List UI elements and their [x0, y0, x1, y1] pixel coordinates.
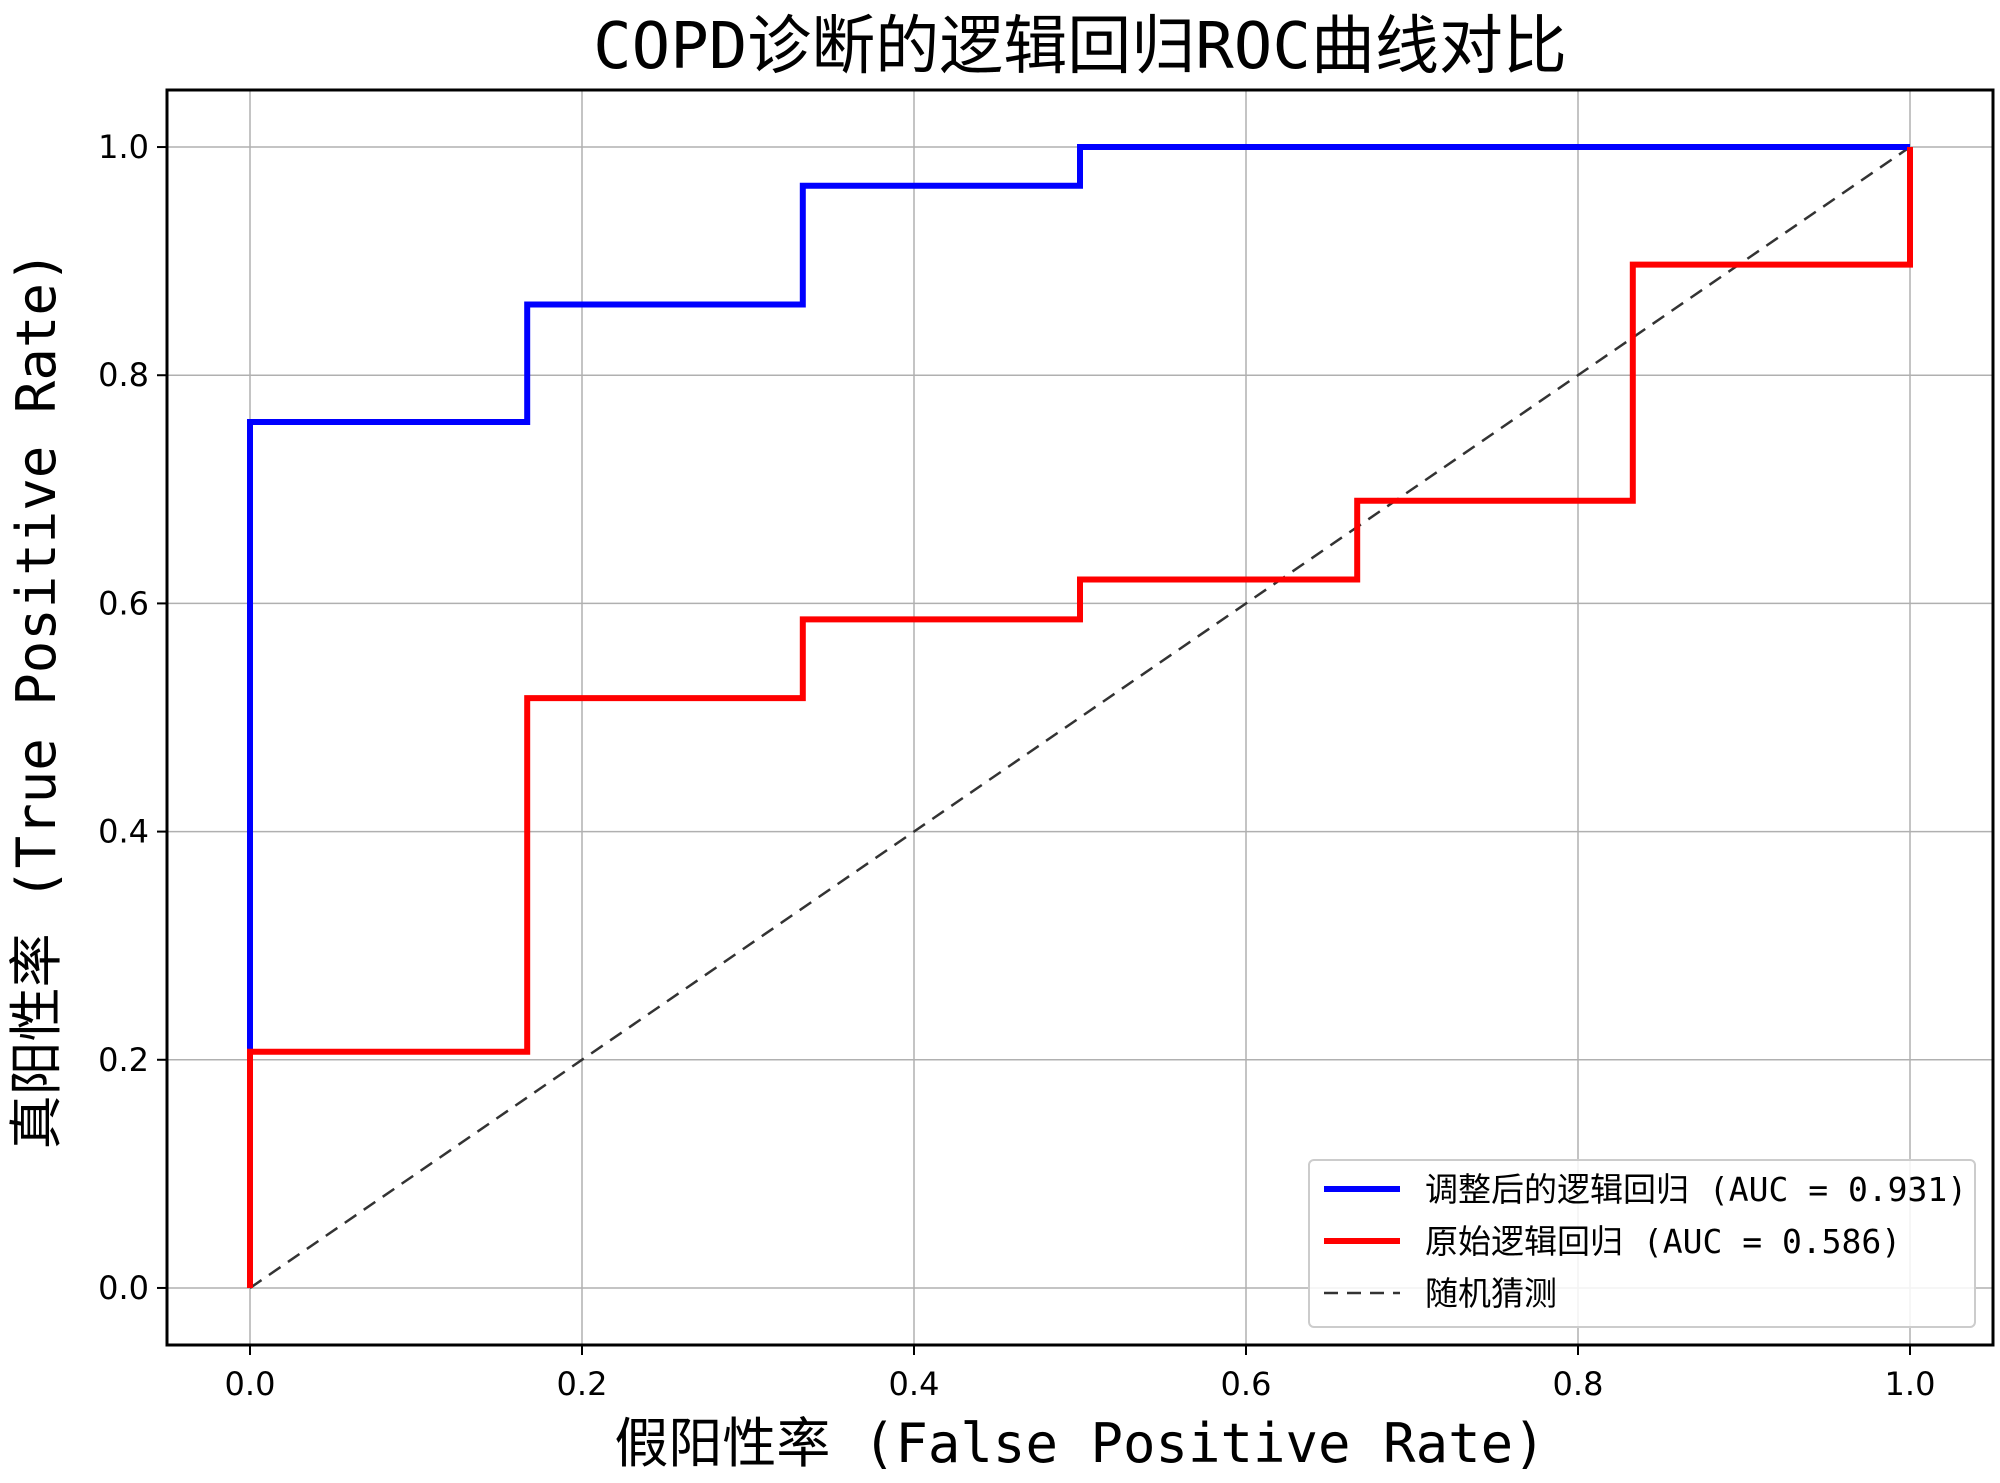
plot-frame: [165, 88, 1995, 1347]
y-tick-label: 0.6: [98, 584, 149, 622]
x-tick-label: 0.8: [1553, 1365, 1604, 1403]
x-axis-label: 假阳性率 (False Positive Rate): [614, 1412, 1545, 1475]
y-tick-label: 0.8: [98, 356, 149, 394]
x-tick-label: 0.6: [1221, 1365, 1272, 1403]
chart-title: COPD诊断的逻辑回归ROC曲线对比: [593, 10, 1567, 84]
legend-label: 调整后的逻辑回归 (AUC = 0.931): [1425, 1170, 1967, 1209]
x-tick-label: 0.2: [557, 1365, 608, 1403]
y-tick-label: 0.2: [98, 1041, 149, 1079]
random-guess-line: [249, 145, 1911, 1290]
x-tick-label: 1.0: [1885, 1365, 1936, 1403]
grid-lines: [167, 90, 1993, 1345]
y-tick-label: 1.0: [98, 128, 149, 166]
y-tick-label: 0.0: [98, 1269, 149, 1307]
roc-curve-2: [247, 147, 1913, 1288]
axis-ticks: 0.0 0.2 0.4 0.6 0.8 1.0 0.0 0.2 0.4 0.6 0.8 1.0: [98, 128, 1935, 1403]
x-tick-label: 0.4: [889, 1365, 940, 1403]
reference-line-layer: [249, 145, 1911, 1290]
legend: 调整后的逻辑回归 (AUC = 0.931) 原始逻辑回归 (AUC = 0.58…: [1308, 1159, 1976, 1328]
x-tick-label: 0.0: [225, 1365, 276, 1403]
roc-curve-1: [247, 144, 1910, 1288]
legend-box: [1308, 1159, 1976, 1328]
legend-label: 随机猜测: [1425, 1274, 1557, 1313]
y-tick-label: 0.4: [98, 813, 149, 851]
legend-label: 原始逻辑回归 (AUC = 0.586): [1425, 1222, 1901, 1261]
y-axis-label: 真阳性率 (True Positive Rate): [5, 251, 68, 1150]
series-layer: [247, 144, 1913, 1288]
